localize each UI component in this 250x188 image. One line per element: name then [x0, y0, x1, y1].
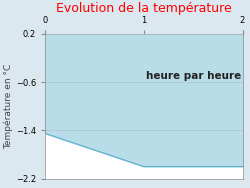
- Title: Evolution de la température: Evolution de la température: [56, 2, 232, 15]
- Y-axis label: Température en °C: Température en °C: [4, 64, 13, 149]
- Text: heure par heure: heure par heure: [146, 71, 241, 81]
